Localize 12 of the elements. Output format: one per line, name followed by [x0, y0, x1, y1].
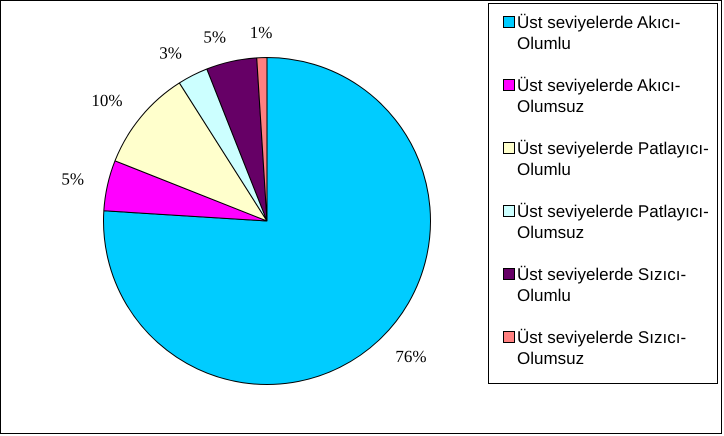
- data-label: 5%: [203, 27, 226, 46]
- data-label: 3%: [159, 43, 182, 62]
- legend-label: Üst seviyelerde Sızıcı-Olumlu: [517, 265, 686, 305]
- data-label: 76%: [395, 347, 427, 366]
- data-label: 1%: [250, 23, 272, 42]
- legend-label: Üst seviyelerde Sızıcı-Olumsuz: [517, 328, 686, 368]
- legend-label: Üst seviyelerde Akıcı-Olumlu: [517, 13, 680, 53]
- data-label: 10%: [91, 90, 123, 110]
- data-label: 5%: [61, 170, 84, 189]
- legend-label: Üst seviyelerde Akıcı-Olumsuz: [517, 76, 680, 116]
- legend-label: Üst seviyelerde Patlayıcı-Olumlu: [517, 139, 709, 179]
- legend-label: Üst seviyelerde Patlayıcı-Olumsuz: [517, 202, 709, 242]
